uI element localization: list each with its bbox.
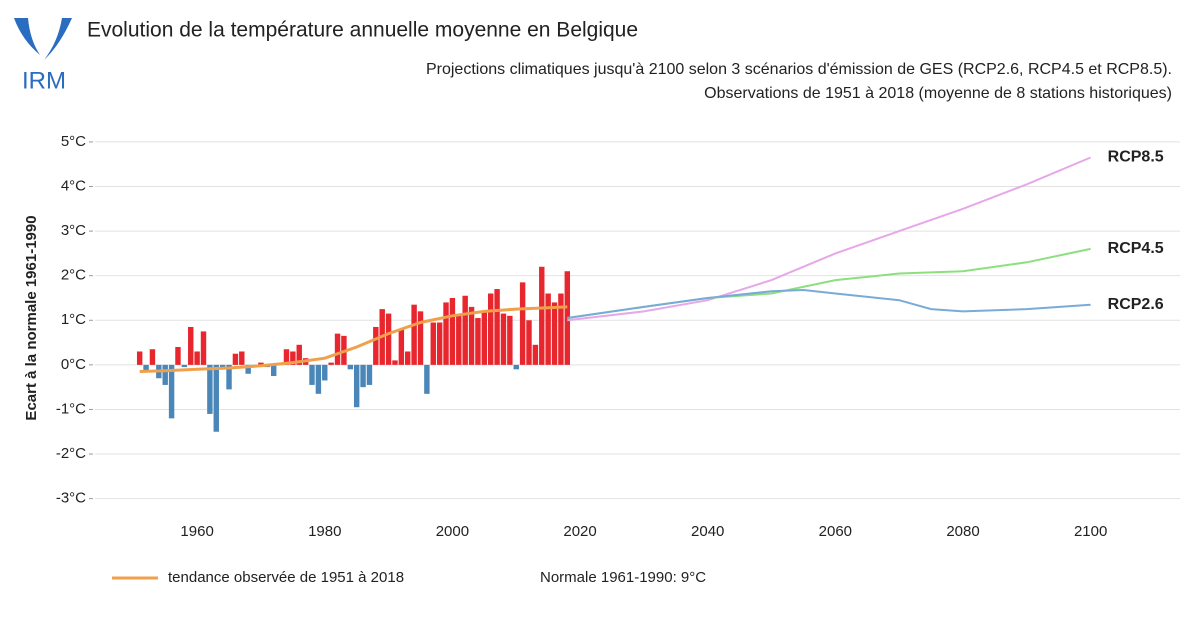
logo-shape — [44, 18, 72, 60]
bar — [373, 326, 379, 365]
logo: IRM — [14, 18, 72, 94]
bar — [545, 293, 551, 365]
bar — [411, 304, 417, 365]
bar — [360, 364, 366, 388]
legend-label: tendance observée de 1951 à 2018 — [168, 569, 404, 586]
y-tick-label: 0°C — [61, 356, 86, 373]
bar — [436, 322, 443, 365]
bar — [149, 349, 156, 365]
bar — [392, 360, 398, 365]
bar — [226, 364, 232, 390]
x-tick-label: 2020 — [563, 523, 596, 540]
bar — [188, 326, 194, 365]
bar — [232, 353, 239, 365]
bar — [239, 351, 245, 365]
subtitle: Projections climatiques jusqu'à 2100 sel… — [426, 61, 1172, 78]
x-tick-label: 1980 — [308, 523, 341, 540]
bar — [181, 364, 188, 368]
bar — [353, 364, 360, 408]
bar — [507, 315, 513, 365]
bar — [213, 364, 219, 432]
bar — [564, 271, 571, 365]
y-tick-label: -1°C — [56, 400, 86, 417]
bar — [322, 364, 328, 381]
note: Normale 1961-1990: 9°C — [540, 569, 706, 586]
bar — [270, 364, 277, 377]
x-tick-label: 2000 — [436, 523, 469, 540]
line-label: RCP4.5 — [1108, 240, 1164, 257]
bar — [468, 306, 475, 365]
bar — [309, 364, 315, 385]
bar — [162, 364, 168, 385]
y-tick-label: 3°C — [61, 222, 86, 239]
bar — [539, 266, 545, 365]
logo-text: IRM — [22, 67, 66, 94]
bar — [200, 331, 207, 365]
chart-title: Evolution de la température annuelle moy… — [87, 19, 638, 42]
bar — [532, 344, 539, 365]
y-tick-label: 1°C — [61, 311, 86, 328]
line — [567, 288, 1091, 319]
bar — [405, 351, 411, 365]
logo-shape — [14, 18, 40, 55]
bar — [245, 364, 251, 374]
bar — [347, 364, 354, 370]
bar — [136, 351, 143, 365]
y-tick-label: -2°C — [56, 445, 86, 462]
bar — [519, 282, 526, 365]
line — [139, 305, 568, 373]
bar — [443, 302, 449, 365]
bar — [417, 311, 424, 365]
bar — [290, 351, 296, 365]
bar — [398, 329, 405, 365]
bar — [315, 364, 322, 394]
bar — [513, 364, 519, 370]
x-tick-label: 2040 — [691, 523, 724, 540]
bar — [551, 302, 558, 365]
bar — [526, 320, 532, 365]
bar — [296, 344, 302, 365]
bar — [258, 362, 264, 365]
x-tick-label: 2060 — [819, 523, 852, 540]
bar — [207, 364, 213, 414]
bar — [283, 349, 290, 365]
line-label: RCP2.6 — [1108, 296, 1164, 313]
y-tick-label: 2°C — [61, 267, 86, 284]
y-tick-label: 4°C — [61, 177, 86, 194]
bar — [334, 333, 341, 365]
bar — [143, 364, 149, 372]
bar — [366, 364, 373, 385]
line — [567, 156, 1091, 322]
bar — [462, 295, 468, 365]
line-label: RCP8.5 — [1108, 149, 1164, 166]
bar — [175, 347, 181, 365]
subtitle: Observations de 1951 à 2018 (moyenne de … — [704, 85, 1172, 102]
y-axis-title: Ecart à la normale 1961-1990 — [23, 215, 40, 420]
bar — [430, 322, 436, 365]
bar — [500, 313, 507, 365]
bar — [424, 364, 430, 394]
x-tick-label: 2100 — [1074, 523, 1107, 540]
bar — [168, 364, 175, 419]
bar — [449, 297, 456, 365]
bar — [494, 289, 500, 365]
bar — [194, 351, 200, 365]
bar — [475, 318, 481, 365]
x-tick-label: 2080 — [946, 523, 979, 540]
bar — [328, 362, 334, 365]
y-tick-label: -3°C — [56, 490, 86, 507]
y-tick-label: 5°C — [61, 133, 86, 150]
bar — [487, 293, 494, 365]
x-tick-label: 1960 — [180, 523, 213, 540]
bar — [456, 315, 462, 365]
bar — [385, 313, 392, 365]
bar — [558, 293, 564, 365]
bar — [481, 311, 488, 365]
